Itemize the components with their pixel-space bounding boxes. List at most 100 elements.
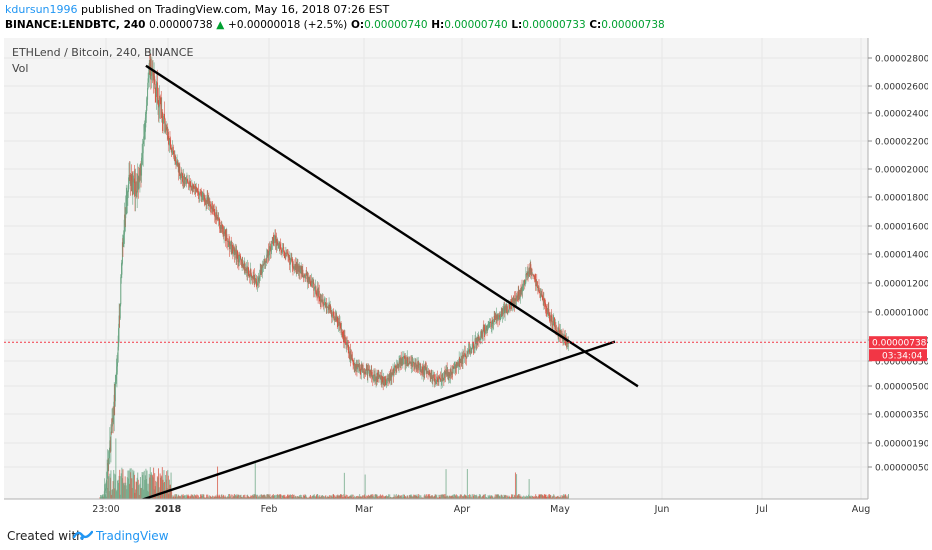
price-chart[interactable]: 0.000028000.000026000.000024000.00002200… (4, 38, 928, 518)
volume-bar (274, 497, 276, 499)
tradingview-logo-icon[interactable] (73, 528, 93, 542)
volume-bar (265, 496, 267, 499)
candle-body (475, 338, 477, 339)
volume-bar (110, 494, 112, 499)
candle-body (373, 374, 375, 376)
trendline-resistance[interactable] (145, 64, 639, 388)
candle-body (506, 306, 508, 310)
candle-body (555, 326, 557, 330)
volume-bar (335, 496, 337, 499)
candle-body (426, 371, 428, 372)
volume-bar (169, 484, 171, 499)
plot-area[interactable] (4, 38, 868, 499)
candle-body (170, 147, 172, 150)
volume-bar (114, 488, 116, 499)
tradingview-brand-link[interactable]: TradingView (96, 529, 169, 543)
candle-body (456, 364, 458, 368)
candle-body (410, 362, 412, 364)
candle-body (516, 296, 518, 297)
volume-bar (352, 494, 354, 499)
candle-body (378, 375, 380, 379)
volume-bar (233, 494, 235, 499)
candle-body (378, 375, 380, 378)
candle-body (464, 352, 466, 356)
candle-body (278, 243, 280, 248)
candle-body (304, 275, 306, 279)
candle-body (547, 309, 549, 314)
candle-body (156, 82, 158, 103)
volume-bar (147, 490, 149, 499)
volume-bar (188, 496, 190, 499)
candle-body (202, 195, 204, 196)
candle-body (545, 306, 547, 312)
volume-bar (100, 497, 102, 499)
volume-bar (142, 475, 144, 499)
volume-bar (435, 495, 437, 499)
volume-bar (419, 497, 421, 499)
volume-bar (103, 494, 105, 499)
volume-bar (516, 474, 518, 499)
candle-body (339, 323, 341, 326)
volume-bar (409, 495, 411, 499)
candle-body (455, 362, 457, 369)
volume-bar (511, 494, 513, 499)
candle-body (417, 363, 419, 367)
volume-bar (558, 496, 560, 499)
candle-body (370, 370, 372, 375)
volume-bar (306, 497, 308, 499)
volume-bar (250, 495, 252, 499)
candle-body (554, 326, 556, 330)
volume-bar (514, 495, 516, 499)
candle-body (106, 479, 108, 488)
candle-body (567, 342, 569, 344)
price-tick-label: 0.00001800 (875, 194, 928, 204)
candle-body (104, 488, 106, 491)
volume-bar (516, 495, 518, 499)
volume-bar (211, 497, 213, 499)
volume-bar (153, 489, 155, 499)
volume-bar (301, 497, 303, 499)
candle-body (175, 161, 177, 166)
candle-body (324, 303, 326, 304)
candle-body (164, 119, 166, 133)
volume-bar (138, 494, 140, 499)
volume-bar (307, 497, 309, 499)
candle-body (204, 199, 206, 202)
candle-body (397, 364, 399, 365)
candle-body (362, 371, 364, 373)
volume-bar (194, 494, 196, 499)
volume-bar (330, 495, 332, 499)
volume-bar (424, 494, 426, 499)
volume-bar (511, 495, 513, 499)
volume-bar (149, 477, 151, 499)
candle-body (317, 288, 319, 297)
volume-bar (343, 494, 345, 499)
candle-body (291, 258, 293, 267)
volume-bar (395, 497, 397, 499)
author-username[interactable]: kdursun1996 (5, 3, 78, 16)
volume-bar (130, 468, 132, 499)
volume-bar (362, 497, 364, 499)
candle-body (262, 263, 264, 266)
volume-bar (463, 495, 465, 499)
volume-bar (113, 469, 115, 499)
volume-bar (190, 494, 192, 499)
trendline-support[interactable] (99, 340, 616, 515)
candle-body (357, 364, 359, 367)
time-tick-label: Aug (852, 504, 871, 515)
candle-body (367, 368, 369, 376)
volume-bar (272, 494, 274, 499)
candle-body (303, 274, 305, 276)
candle-body (534, 279, 536, 282)
volume-bars (99, 438, 569, 499)
candle-body (286, 252, 288, 254)
price-axis[interactable] (868, 38, 928, 518)
candle-body (268, 246, 270, 256)
volume-indicator-label[interactable]: Vol (12, 62, 29, 75)
candle-body (308, 277, 310, 284)
price-tick-label: 0.00000190 (875, 440, 928, 450)
volume-bar (460, 494, 462, 499)
volume-bar (189, 495, 191, 499)
time-axis[interactable] (4, 499, 868, 518)
volume-bar (546, 497, 548, 499)
